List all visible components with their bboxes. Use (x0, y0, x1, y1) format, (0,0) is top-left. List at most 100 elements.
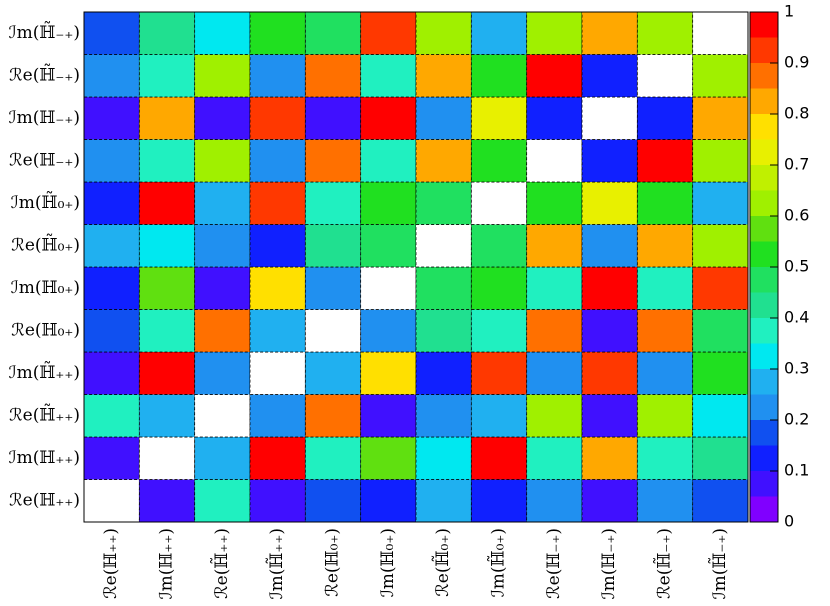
colorbar-swatch (750, 114, 778, 140)
cell (526, 11, 583, 55)
x-tick-label: ℛe(ℍ₀₊) (323, 528, 343, 597)
cell (470, 54, 528, 98)
colorbar-tick-label: 0.7 (784, 155, 809, 174)
cell (138, 394, 196, 438)
cell (470, 224, 528, 268)
cell (304, 309, 362, 353)
colorbar-tick-label: 0 (784, 512, 794, 531)
x-tick-label: ℛe(ℍ̃₊₊) (211, 528, 232, 599)
cell (526, 139, 583, 183)
x-tick-label: ℐm(ℍ₋₊) (599, 528, 619, 599)
cell (83, 139, 140, 183)
cell (526, 479, 583, 523)
cell (83, 54, 140, 98)
cell (360, 224, 417, 268)
x-tick-label: ℐm(ℍ̃₋₊) (709, 528, 730, 599)
y-tick-label: ℛe(ℍ̃₊₊) (9, 404, 80, 425)
colorbar-tick-label: 0.8 (784, 104, 809, 123)
cell (249, 394, 306, 438)
cell (83, 181, 140, 225)
cell (249, 11, 306, 55)
cell (138, 11, 196, 55)
colorbar-swatch (750, 318, 778, 344)
cell (304, 181, 362, 225)
cell (470, 309, 528, 353)
cell (249, 139, 306, 183)
cell (581, 309, 638, 353)
cell (360, 351, 417, 395)
cell (360, 139, 417, 183)
cell (415, 436, 472, 480)
cell (415, 139, 472, 183)
cell (692, 351, 749, 395)
y-tick-label: ℛe(ℍ̃₋₊) (9, 64, 80, 85)
cell (249, 54, 306, 98)
cell (692, 96, 749, 140)
cell (360, 11, 417, 55)
cell (692, 54, 749, 98)
cell (138, 224, 196, 268)
cell (138, 436, 196, 480)
cell (360, 309, 417, 353)
cell (692, 181, 749, 225)
cell (692, 479, 749, 523)
colorbar-swatch (750, 292, 778, 318)
cell (636, 11, 694, 55)
cell (636, 309, 694, 353)
cell (304, 351, 362, 395)
colorbar-swatch (750, 139, 778, 165)
cell (415, 11, 472, 55)
cell (581, 479, 638, 523)
cell (415, 309, 472, 353)
y-tick-label: ℐm(ℍ̃₊₊) (9, 362, 80, 383)
cell (138, 479, 196, 523)
cell (194, 266, 251, 310)
colorbar-swatch (750, 37, 778, 63)
cell (526, 394, 583, 438)
cell (415, 54, 472, 98)
cell (194, 11, 251, 55)
cell (83, 351, 140, 395)
cell (636, 54, 694, 98)
cell (138, 351, 196, 395)
cell (526, 96, 583, 140)
cell (360, 96, 417, 140)
cell (138, 309, 196, 353)
cell (249, 479, 306, 523)
cell (83, 436, 140, 480)
cell (360, 394, 417, 438)
cell (360, 54, 417, 98)
y-tick-label: ℐm(ℍ̃₀₊) (11, 192, 80, 213)
cell (581, 181, 638, 225)
colorbar-tick-label: 0.1 (784, 461, 809, 480)
cell (304, 96, 362, 140)
x-tick-label: ℐm(ℍ₀₊) (378, 528, 398, 597)
x-tick-label: ℐm(ℍ₊₊) (157, 528, 177, 599)
cell (470, 394, 528, 438)
cell (138, 139, 196, 183)
cell (526, 309, 583, 353)
cell (692, 139, 749, 183)
cell (194, 224, 251, 268)
cell (194, 436, 251, 480)
colorbar-tick-label: 0.4 (784, 308, 809, 327)
cell (470, 266, 528, 310)
cell (636, 436, 694, 480)
cell (526, 224, 583, 268)
cell (249, 351, 306, 395)
cell (581, 11, 638, 55)
cell (581, 351, 638, 395)
colorbar-tick-label: 0.9 (784, 53, 809, 72)
colorbar-swatch (750, 165, 778, 191)
cell (249, 224, 306, 268)
cell (692, 11, 749, 55)
cell (636, 394, 694, 438)
x-tick-label: ℛe(ℍ̃₀₊) (432, 528, 453, 597)
cell (83, 479, 140, 523)
colorbar-swatch (750, 241, 778, 267)
x-tick-label: ℐm(ℍ̃₊₊) (266, 528, 287, 599)
cell (304, 394, 362, 438)
cell (304, 436, 362, 480)
colorbar-swatch (750, 471, 778, 497)
cell (83, 394, 140, 438)
